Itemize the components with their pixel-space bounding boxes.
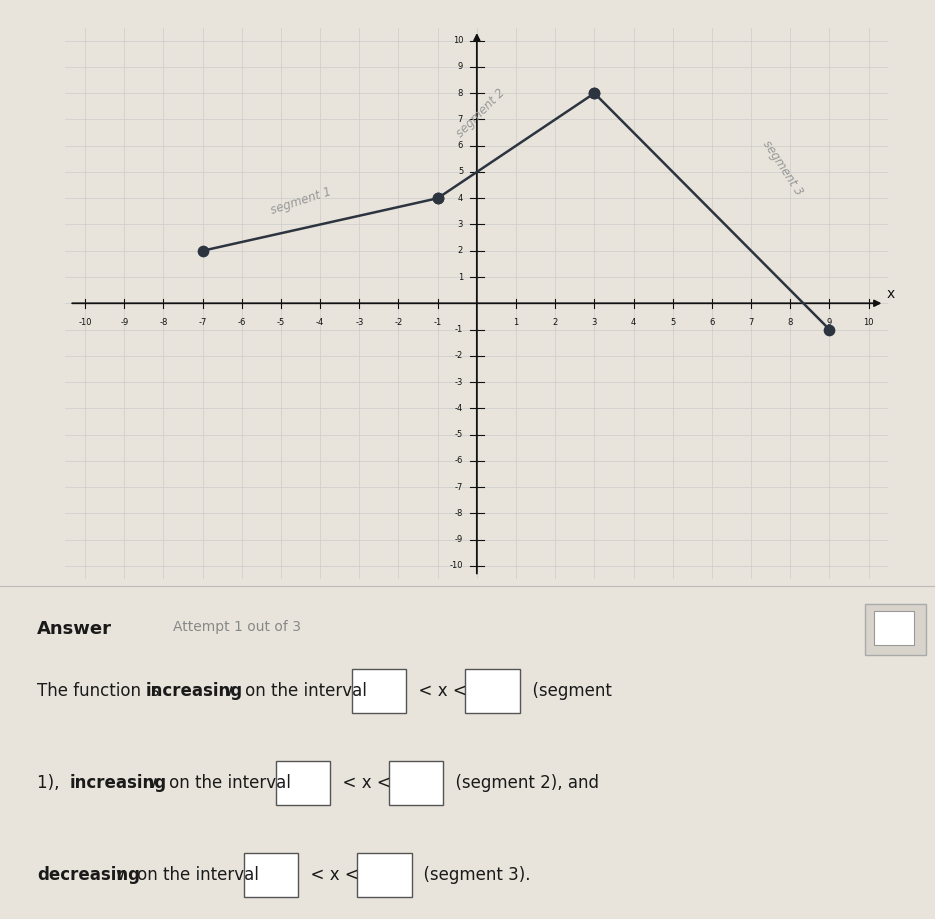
Text: 1: 1 xyxy=(458,273,463,281)
Text: 4: 4 xyxy=(631,318,636,327)
Text: < x <: < x < xyxy=(332,774,401,792)
Text: (segment 3).: (segment 3). xyxy=(413,866,531,884)
Text: 2: 2 xyxy=(553,318,558,327)
Text: 1),: 1), xyxy=(37,774,70,792)
Text: 10: 10 xyxy=(453,36,463,45)
Text: -2: -2 xyxy=(395,318,403,327)
Point xyxy=(822,323,837,337)
Text: ∨  on the interval: ∨ on the interval xyxy=(212,682,378,700)
Text: segment 3: segment 3 xyxy=(760,139,805,199)
Point xyxy=(430,191,445,206)
Text: -1: -1 xyxy=(434,318,442,327)
Text: 6: 6 xyxy=(710,318,714,327)
Text: 6: 6 xyxy=(458,142,463,150)
Text: -8: -8 xyxy=(159,318,167,327)
Text: The function is: The function is xyxy=(37,682,170,700)
Text: 8: 8 xyxy=(787,318,793,327)
FancyBboxPatch shape xyxy=(874,611,914,645)
Text: ∨  on the interval: ∨ on the interval xyxy=(136,774,301,792)
Text: ∨  on the interval: ∨ on the interval xyxy=(104,866,269,884)
Point xyxy=(587,85,602,100)
Text: < x <: < x < xyxy=(409,682,478,700)
Text: -7: -7 xyxy=(198,318,207,327)
Text: 1: 1 xyxy=(513,318,519,327)
Text: -3: -3 xyxy=(454,378,463,387)
Text: 3: 3 xyxy=(458,220,463,229)
Text: 9: 9 xyxy=(827,318,832,327)
Text: 2: 2 xyxy=(458,246,463,255)
Text: 10: 10 xyxy=(863,318,874,327)
Bar xyxy=(352,669,407,713)
Text: x: x xyxy=(886,287,895,301)
Text: -2: -2 xyxy=(455,351,463,360)
Text: increasing: increasing xyxy=(69,774,166,792)
Text: -9: -9 xyxy=(120,318,128,327)
Text: (segment 2), and: (segment 2), and xyxy=(445,774,599,792)
Text: (segment: (segment xyxy=(522,682,611,700)
Text: -10: -10 xyxy=(79,318,92,327)
Bar xyxy=(357,853,411,897)
Point xyxy=(195,244,210,258)
Text: -9: -9 xyxy=(455,535,463,544)
Text: -4: -4 xyxy=(316,318,324,327)
Text: -10: -10 xyxy=(450,562,463,571)
Point xyxy=(587,85,602,100)
Text: segment 2: segment 2 xyxy=(453,86,508,141)
Text: 5: 5 xyxy=(670,318,675,327)
Text: segment 1: segment 1 xyxy=(268,185,333,217)
Text: decreasing: decreasing xyxy=(37,866,140,884)
Bar xyxy=(466,669,520,713)
Text: -6: -6 xyxy=(237,318,246,327)
Point xyxy=(430,191,445,206)
Text: increasing: increasing xyxy=(146,682,242,700)
Text: 5: 5 xyxy=(458,167,463,176)
FancyBboxPatch shape xyxy=(865,605,926,655)
Text: Answer: Answer xyxy=(37,619,112,638)
Text: -6: -6 xyxy=(454,457,463,465)
Text: < x <: < x < xyxy=(300,866,369,884)
Text: 9: 9 xyxy=(458,62,463,72)
Text: -1: -1 xyxy=(455,325,463,334)
Text: -4: -4 xyxy=(455,403,463,413)
Bar xyxy=(389,761,443,805)
Bar xyxy=(244,853,298,897)
Text: -7: -7 xyxy=(454,482,463,492)
Text: 7: 7 xyxy=(458,115,463,124)
Bar xyxy=(276,761,330,805)
Text: -5: -5 xyxy=(455,430,463,439)
Text: Attempt 1 out of 3: Attempt 1 out of 3 xyxy=(173,619,301,634)
Text: -3: -3 xyxy=(355,318,364,327)
Text: -8: -8 xyxy=(454,509,463,517)
Text: 7: 7 xyxy=(748,318,754,327)
Text: -5: -5 xyxy=(277,318,285,327)
Text: 8: 8 xyxy=(458,89,463,97)
Text: 4: 4 xyxy=(458,194,463,203)
Text: 3: 3 xyxy=(592,318,597,327)
